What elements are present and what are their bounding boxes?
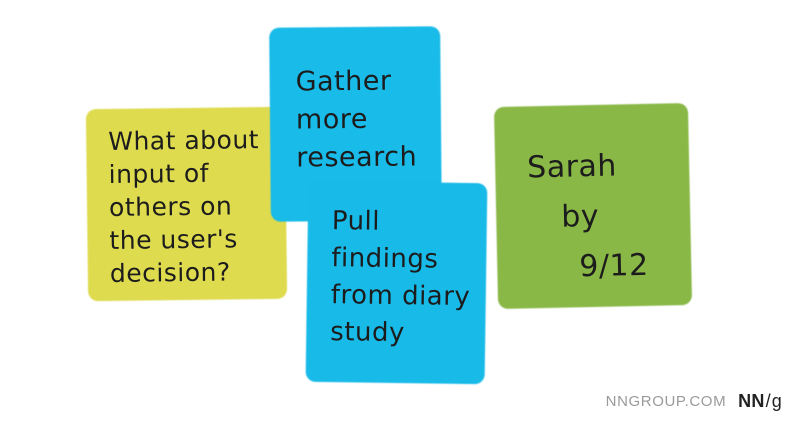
note-line: Sarah <box>526 148 618 186</box>
note-line: Gather <box>295 65 392 98</box>
sticky-note-green-text: Sarah by 9/12 <box>504 111 688 305</box>
note-line: What about <box>108 125 260 156</box>
logo-slash: / <box>765 391 771 411</box>
note-line: study <box>330 317 406 349</box>
note-line: Pull <box>331 206 381 237</box>
note-line: more <box>295 103 369 136</box>
note-line: others on <box>108 191 233 222</box>
logo-g: g <box>771 391 782 411</box>
sticky-note-blue-bottom: Pull findings from diary study <box>305 180 488 385</box>
note-line: decision? <box>109 257 231 288</box>
site-url: NNGROUP.COM <box>605 393 727 410</box>
note-line: the user's <box>109 224 239 255</box>
note-line: 9/12 <box>578 247 650 285</box>
nng-logo: NN/g <box>738 391 782 412</box>
sticky-note-yellow-text: What about input of others on the user's… <box>108 123 261 290</box>
sticky-note-green: Sarah by 9/12 <box>493 102 693 310</box>
logo-nn: NN <box>738 391 765 411</box>
note-line: from diary <box>330 280 471 313</box>
sticky-note-blue-bottom-text: Pull findings from diary study <box>330 203 472 353</box>
sticky-note-yellow: What about input of others on the user's… <box>85 106 288 302</box>
footer: NNGROUP.COM NN/g <box>606 391 782 412</box>
sticky-note-blue-top-text: Gather more research <box>295 62 418 177</box>
note-line: input of <box>108 158 210 189</box>
note-line: research <box>296 141 418 174</box>
note-line: findings <box>331 243 439 275</box>
note-line: by <box>560 198 600 235</box>
